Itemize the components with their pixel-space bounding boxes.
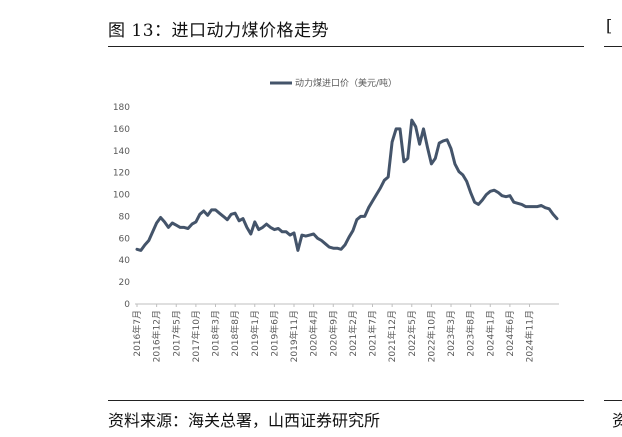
title-rule-right xyxy=(604,46,622,47)
x-tick-label: 2021年7月 xyxy=(367,310,379,357)
adjacent-figure-bracket-glyph: [ xyxy=(606,16,613,35)
y-tick-label: 40 xyxy=(119,256,131,266)
x-tick-label: 2016年7月 xyxy=(131,310,143,357)
x-tick-label: 2023年3月 xyxy=(445,310,457,357)
x-tick-label: 2024年6月 xyxy=(504,310,516,357)
x-tick-label: 2019年1月 xyxy=(249,310,261,357)
chart-legend: 动力煤进口价（美元/吨） xyxy=(270,77,397,89)
source-rule xyxy=(108,400,584,401)
x-tick-label: 2019年6月 xyxy=(268,310,280,357)
x-tick-label: 2018年8月 xyxy=(229,310,241,357)
x-tick-label: 2019年11月 xyxy=(288,310,300,362)
y-tick-label: 100 xyxy=(113,191,130,201)
y-tick-label: 120 xyxy=(113,169,130,179)
x-tick-label: 2022年5月 xyxy=(406,310,418,357)
adjacent-source-glyph: 资 xyxy=(612,411,622,430)
x-tick-label: 2016年12月 xyxy=(151,310,163,362)
figure-source: 资料来源：海关总署，山西证券研究所 xyxy=(108,411,381,430)
x-tick-label: 2020年4月 xyxy=(308,310,320,357)
x-tick-label: 2017年5月 xyxy=(170,310,182,357)
series-line-imported-thermal-coal-price xyxy=(135,118,559,252)
legend-label: 动力煤进口价（美元/吨） xyxy=(295,77,397,89)
x-tick-label: 2021年12月 xyxy=(386,310,398,362)
x-tick-label: 2017年10月 xyxy=(190,310,202,362)
x-tick-label: 2024年1月 xyxy=(484,310,496,357)
y-tick-label: 60 xyxy=(119,234,131,244)
y-tick-label: 160 xyxy=(113,125,130,135)
x-tick-label: 2018年3月 xyxy=(210,310,222,357)
y-tick-label: 180 xyxy=(113,103,130,113)
y-axis: 0 20 40 60 80 100 120 140 160 180 xyxy=(113,103,130,310)
x-tick-label: 2021年2月 xyxy=(347,310,359,357)
title-rule xyxy=(108,46,584,47)
source-rule-right xyxy=(604,400,622,401)
figure-title: 图 13：进口动力煤价格走势 xyxy=(108,21,330,41)
x-tick-label: 2023年8月 xyxy=(465,310,477,357)
y-tick-label: 140 xyxy=(113,147,130,157)
y-tick-label: 0 xyxy=(124,300,130,310)
x-tick-label: 2020年9月 xyxy=(327,310,339,357)
x-tick-label: 2022年10月 xyxy=(425,310,437,362)
y-tick-label: 80 xyxy=(119,212,131,222)
x-axis: 2016年7月 2016年12月 2017年5月 2017年10月 2018年3月 201… xyxy=(131,304,536,362)
y-tick-label: 20 xyxy=(119,278,131,288)
x-tick-label: 2024年11月 xyxy=(524,310,536,362)
